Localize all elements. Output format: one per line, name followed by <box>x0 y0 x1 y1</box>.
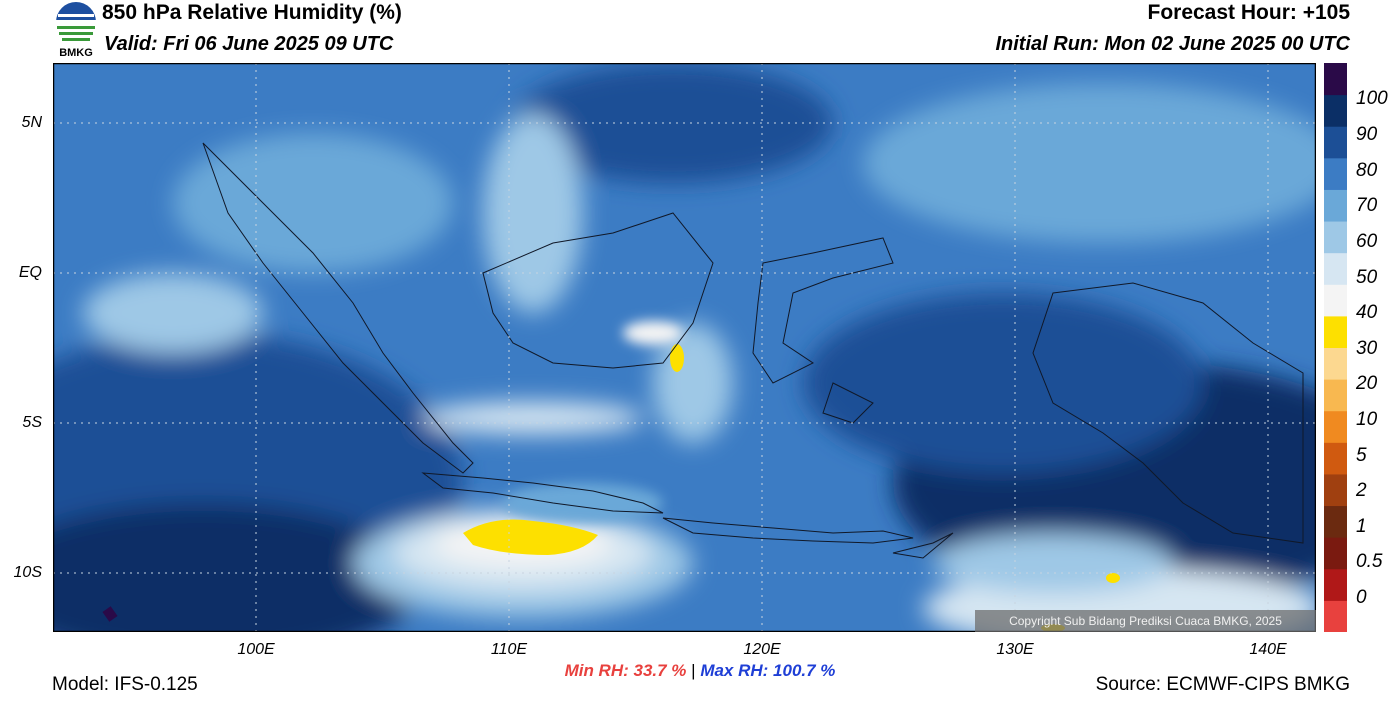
colorbar-label: 20 <box>1356 373 1378 394</box>
valid-time: Valid: Fri 06 June 2025 09 UTC <box>104 33 394 55</box>
colorbar-swatch <box>1324 568 1347 601</box>
initial-run: Initial Run: Mon 02 June 2025 00 UTC <box>995 33 1350 55</box>
rh-stats: Min RH: 33.7 % | Max RH: 100.7 % <box>0 661 1400 681</box>
colorbar <box>1324 63 1347 633</box>
stats-separator: | <box>691 661 696 680</box>
colorbar-swatch <box>1324 600 1347 633</box>
colorbar-swatch <box>1324 221 1347 254</box>
colorbar-swatch <box>1324 284 1347 317</box>
lon-label: 140E <box>1249 641 1287 658</box>
colorbar-label: 60 <box>1356 231 1378 252</box>
copyright-notice: Copyright Sub Bidang Prediksi Cuaca BMKG… <box>975 610 1316 632</box>
colorbar-swatch <box>1324 410 1347 443</box>
lon-label: 120E <box>743 641 781 658</box>
forecast-hour: Forecast Hour: +105 <box>1147 1 1351 24</box>
lat-label: 10S <box>13 564 42 581</box>
max-rh: Max RH: 100.7 % <box>700 661 836 680</box>
colorbar-label: 1 <box>1356 516 1367 537</box>
lon-label: 100E <box>237 641 275 658</box>
colorbar-swatch <box>1324 505 1347 538</box>
colorbar-label: 10 <box>1356 409 1378 430</box>
bmkg-logo-icon <box>52 2 100 60</box>
colorbar-label: 80 <box>1356 160 1378 181</box>
data-source: Source: ECMWF-CIPS BMKG <box>1095 674 1350 695</box>
colorbar-label: 40 <box>1356 302 1378 323</box>
colorbar-label: 2 <box>1356 480 1367 501</box>
colorbar-label: 50 <box>1356 267 1378 288</box>
colorbar-label: 5 <box>1356 445 1367 466</box>
colorbar-swatch <box>1324 379 1347 412</box>
colorbar-swatch <box>1324 126 1347 159</box>
colorbar-swatch <box>1324 537 1347 570</box>
colorbar-label: 0 <box>1356 587 1367 608</box>
colorbar-swatch <box>1324 63 1347 96</box>
colorbar-label: 100 <box>1356 88 1388 109</box>
colorbar-label: 90 <box>1356 124 1378 145</box>
model-name: Model: IFS-0.125 <box>52 674 198 695</box>
colorbar-label: 70 <box>1356 195 1378 216</box>
chart-title: 850 hPa Relative Humidity (%) <box>102 1 402 24</box>
lat-label: 5N <box>21 114 42 131</box>
lat-label: 5S <box>22 414 42 431</box>
colorbar-swatch <box>1324 189 1347 222</box>
humidity-map <box>0 62 1400 663</box>
colorbar-swatch <box>1324 252 1347 285</box>
lat-label: EQ <box>18 264 42 281</box>
colorbar-swatch <box>1324 157 1347 190</box>
colorbar-swatch <box>1324 94 1347 127</box>
logo-text: BMKG <box>59 47 93 59</box>
colorbar-swatch <box>1324 473 1347 507</box>
colorbar-swatch <box>1324 315 1347 348</box>
colorbar-swatch <box>1324 442 1347 475</box>
lon-label: 130E <box>996 641 1034 658</box>
min-rh: Min RH: 33.7 % <box>564 661 687 680</box>
lon-label: 110E <box>490 641 528 658</box>
colorbar-label: 0.5 <box>1356 551 1383 572</box>
colorbar-swatch <box>1324 347 1347 380</box>
colorbar-label: 30 <box>1356 338 1378 359</box>
